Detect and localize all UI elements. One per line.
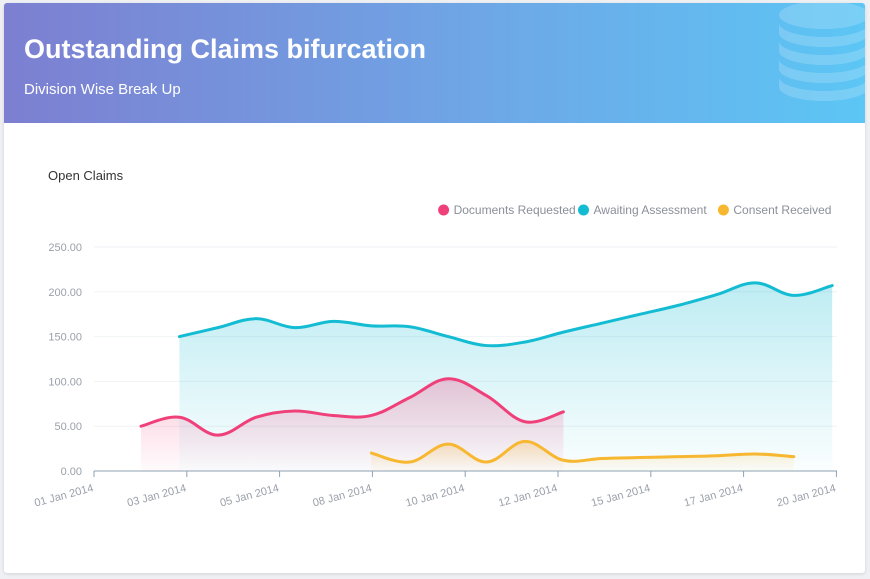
chart-area: Open Claims 0.00 50.00 100.00 150.00 200.00 2… [4, 123, 865, 573]
database-icon [779, 3, 865, 101]
claims-card: Outstanding Claims bifurcation Division … [4, 3, 865, 573]
legend-item[interactable]: Consent Received [717, 203, 832, 217]
legend-item[interactable]: Documents Requested [438, 203, 576, 217]
legend-dot [438, 204, 450, 216]
x-tick-label: 01 Jan 2014 [33, 482, 95, 509]
legend-dot [717, 204, 729, 216]
y-tick-label: 250.00 [48, 242, 82, 254]
open-claims-chart: 0.00 50.00 100.00 150.00 200.00 250.00 01 Jan … [33, 203, 838, 510]
legend-label: Consent Received [733, 203, 831, 217]
series-line[interactable] [369, 439, 796, 464]
x-tick-label: 15 Jan 2014 [590, 482, 652, 509]
x-tick-label: 08 Jan 2014 [312, 482, 374, 509]
legend-label: Awaiting Assessment [594, 203, 708, 217]
x-tick-label: 20 Jan 2014 [776, 482, 838, 509]
x-tick-label: 05 Jan 2014 [219, 482, 281, 509]
chart-title: Open Claims [48, 168, 124, 183]
x-tick-label: 17 Jan 2014 [683, 482, 745, 509]
y-tick-label: 50.00 [54, 421, 82, 433]
card-title: Outstanding Claims bifurcation [24, 34, 427, 64]
y-tick-label: 150.00 [48, 332, 82, 344]
card-header: Outstanding Claims bifurcation Division … [4, 3, 865, 123]
x-tick-label: 03 Jan 2014 [126, 482, 188, 509]
x-tick-label: 10 Jan 2014 [404, 482, 466, 509]
y-tick-label: 0.00 [61, 466, 82, 478]
x-tick-label: 12 Jan 2014 [497, 482, 559, 509]
card-subtitle: Division Wise Break Up [24, 81, 181, 98]
series-line[interactable] [177, 281, 834, 348]
series-area [371, 441, 794, 471]
y-tick-label: 200.00 [48, 287, 82, 299]
legend-dot [578, 204, 589, 216]
y-tick-label: 100.00 [48, 376, 82, 388]
legend-label: Documents Requested [454, 203, 576, 217]
legend-item[interactable]: Awaiting Assessment [578, 203, 707, 217]
series-line[interactable] [139, 377, 565, 437]
